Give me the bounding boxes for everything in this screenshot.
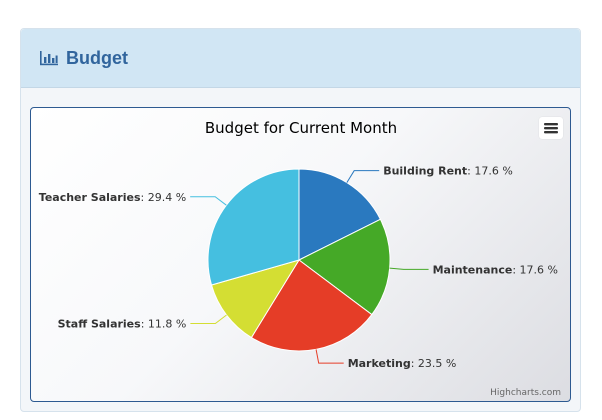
label-connector-staff-salaries: [190, 314, 227, 324]
data-label-staff-salaries: Staff Salaries: 11.8 %: [58, 317, 187, 330]
label-connector-building-rent: [346, 170, 380, 183]
pie-slice-maintenance[interactable]: [298, 218, 391, 316]
chart-container: Budget for Current Month Building Rent: …: [30, 107, 571, 402]
data-label-maintenance: Maintenance: 17.6 %: [433, 263, 558, 276]
pie-slice-marketing[interactable]: [250, 259, 373, 352]
label-connector-marketing: [315, 349, 344, 364]
highcharts-credits-link[interactable]: Highcharts.com: [490, 388, 561, 398]
pie-slice-building-rent[interactable]: [298, 168, 382, 261]
data-label-marketing: Marketing: 23.5 %: [348, 357, 457, 370]
bar-chart-icon: [40, 51, 58, 66]
pie-slice-staff-salaries[interactable]: [210, 259, 301, 339]
pie-slice-teacher-salaries[interactable]: [207, 168, 300, 286]
pie-chart: Budget for Current Month Building Rent: …: [39, 119, 558, 370]
chart-context-menu-button[interactable]: [539, 117, 563, 139]
label-connector-teacher-salaries: [190, 196, 227, 206]
panel-header: Budget: [21, 29, 580, 88]
data-label-building-rent: Building Rent: 17.6 %: [383, 165, 513, 178]
hamburger-menu-icon: [544, 123, 558, 134]
panel-title: Budget: [66, 47, 128, 68]
data-label-teacher-salaries: Teacher Salaries: 29.4 %: [39, 191, 186, 204]
label-connector-maintenance: [389, 267, 429, 270]
chart-title: Budget for Current Month: [205, 119, 397, 137]
